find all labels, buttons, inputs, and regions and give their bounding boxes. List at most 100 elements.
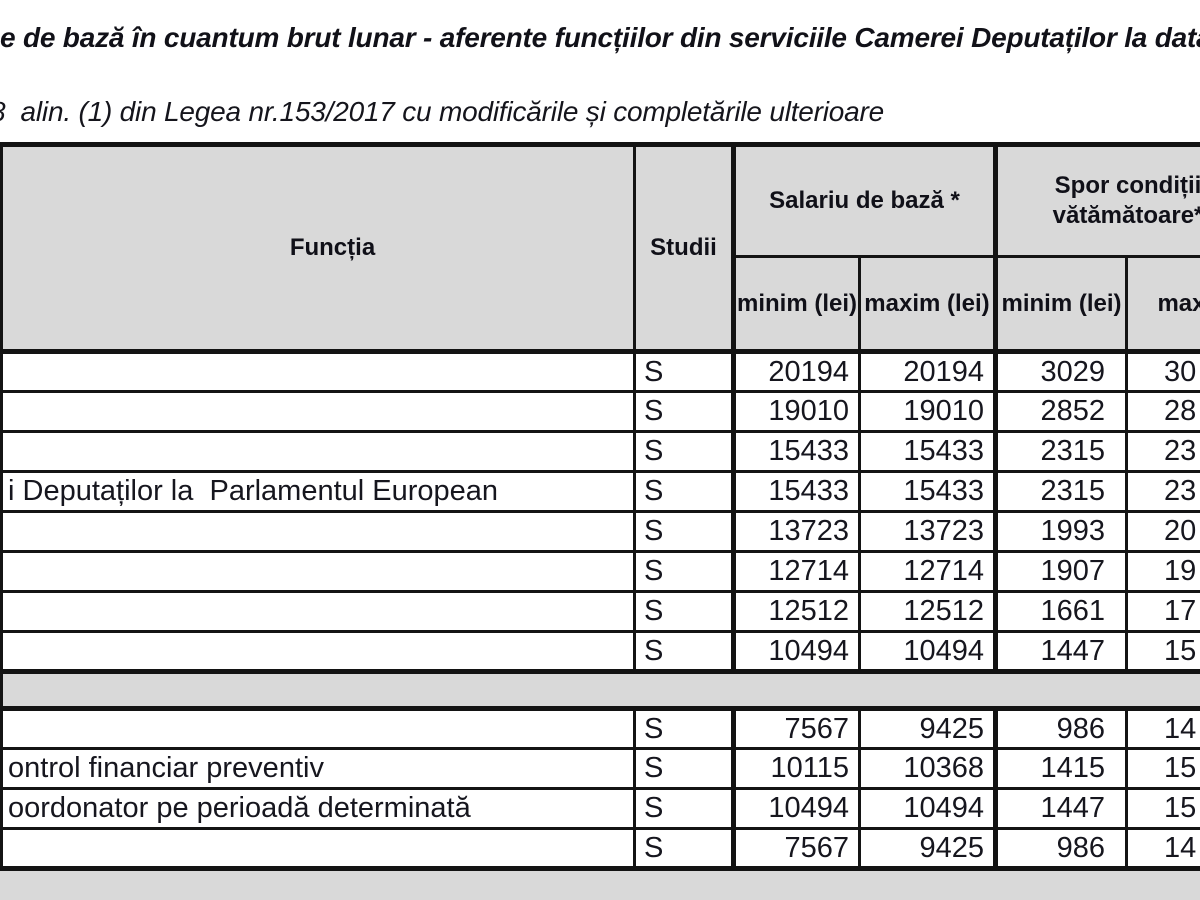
salariu-maxim-cell: 10368 xyxy=(858,747,997,790)
spor-minim-cell: 1993 xyxy=(993,510,1128,553)
spor-maxim-cell: 14 xyxy=(1125,827,1200,870)
spor-maxim-cell: 15 xyxy=(1125,630,1200,673)
salariu-minim-cell: 10494 xyxy=(731,787,861,830)
salariu-minim-cell: 12512 xyxy=(731,590,861,633)
studii-cell: S xyxy=(633,590,735,633)
header-row-subcolumns: minim (lei) maxim (lei) minim (lei) maxi… xyxy=(2,255,1200,354)
cut-off-separator-band xyxy=(0,866,1200,900)
column-header-studii: Studii xyxy=(633,143,735,354)
table-row: S 12512 12512 1661 17 xyxy=(0,590,1200,633)
functie-cell xyxy=(0,350,636,393)
table-row: S 19010 19010 2852 28 xyxy=(0,390,1200,433)
spor-minim-cell: 1447 xyxy=(993,630,1128,673)
functie-cell: ontrol financiar preventiv xyxy=(0,747,636,790)
spor-minim-cell: 2315 xyxy=(993,470,1128,513)
salariu-maxim-cell: 12714 xyxy=(858,550,997,593)
studii-cell: S xyxy=(633,787,735,830)
spor-maxim-cell: 28 xyxy=(1125,390,1200,433)
functie-cell: i Deputaților la Parlamentul European xyxy=(0,470,636,513)
salariu-maxim-cell: 13723 xyxy=(858,510,997,553)
spor-minim-cell: 2852 xyxy=(993,390,1128,433)
spor-minim-cell: 3029 xyxy=(993,350,1128,393)
table-row: S 13723 13723 1993 20 xyxy=(0,510,1200,553)
spor-maxim-cell: 17 xyxy=(1125,590,1200,633)
separator-row xyxy=(0,669,1200,711)
studii-cell: S xyxy=(633,550,735,593)
spor-minim-cell: 986 xyxy=(993,827,1128,870)
salariu-minim-cell: 20194 xyxy=(731,350,861,393)
spor-maxim-cell: 23 xyxy=(1125,470,1200,513)
spor-maxim-cell: 15 xyxy=(1125,787,1200,830)
spor-maxim-cell: 23 xyxy=(1125,430,1200,473)
salariu-minim-cell: 12714 xyxy=(731,550,861,593)
salary-table-container: Funcția Studii Salariu de bază * Spor co… xyxy=(0,142,1200,882)
salariu-maxim-cell: 9425 xyxy=(858,827,997,870)
salary-table: Funcția Studii Salariu de bază * Spor co… xyxy=(0,142,1200,871)
salariu-minim-cell: 10115 xyxy=(731,747,861,790)
spor-minim-cell: 1415 xyxy=(993,747,1128,790)
column-header-functia: Funcția xyxy=(0,143,636,354)
spor-minim-cell: 1907 xyxy=(993,550,1128,593)
studii-cell: S xyxy=(633,510,735,553)
spor-maxim-cell: 14 xyxy=(1125,707,1200,750)
group-header-spor-conditii: Spor condiții vătămătoare* xyxy=(993,143,1200,258)
spor-maxim-cell: 15 xyxy=(1125,747,1200,790)
separator-cell xyxy=(0,669,1200,711)
salariu-minim-cell: 15433 xyxy=(731,470,861,513)
salariu-maxim-cell: 10494 xyxy=(858,787,997,830)
subheader-spor-maxim: maxim xyxy=(1125,255,1200,354)
studii-cell: S xyxy=(633,350,735,393)
functie-cell: oordonator pe perioadă determinată xyxy=(0,787,636,830)
salariu-minim-cell: 10494 xyxy=(731,630,861,673)
studii-cell: S xyxy=(633,390,735,433)
studii-cell: S xyxy=(633,470,735,513)
spor-header-line1: Spor condiții xyxy=(1054,172,1200,199)
spor-maxim-cell: 19 xyxy=(1125,550,1200,593)
salariu-minim-cell: 7567 xyxy=(731,707,861,750)
table-row: S 7567 9425 986 14 xyxy=(0,827,1200,870)
spor-maxim-cell: 30 xyxy=(1125,350,1200,393)
studii-cell: S xyxy=(633,430,735,473)
spor-minim-cell: 986 xyxy=(993,707,1128,750)
salariu-minim-cell: 7567 xyxy=(731,827,861,870)
spor-maxim-cell: 20 xyxy=(1125,510,1200,553)
subheader-salariu-maxim: maxim (lei) xyxy=(858,255,997,354)
table-row: S 20194 20194 3029 30 xyxy=(0,350,1200,393)
table-row: S 10494 10494 1447 15 xyxy=(0,630,1200,673)
functie-cell xyxy=(0,590,636,633)
studii-cell: S xyxy=(633,707,735,750)
group-header-salariu-de-baza: Salariu de bază * xyxy=(731,143,997,258)
functie-cell xyxy=(0,707,636,750)
functie-cell xyxy=(0,630,636,673)
functie-cell xyxy=(0,390,636,433)
salariu-maxim-cell: 20194 xyxy=(858,350,997,393)
table-row: ontrol financiar preventiv S 10115 10368… xyxy=(0,747,1200,790)
subheader-salariu-minim: minim (lei) xyxy=(731,255,861,354)
functie-cell xyxy=(0,430,636,473)
table-row: S 12714 12714 1907 19 xyxy=(0,550,1200,593)
functie-cell xyxy=(0,827,636,870)
table-row: S 15433 15433 2315 23 xyxy=(0,430,1200,473)
salariu-maxim-cell: 9425 xyxy=(858,707,997,750)
studii-cell: S xyxy=(633,827,735,870)
salariu-maxim-cell: 15433 xyxy=(858,430,997,473)
spor-header-line2: vătămătoare* xyxy=(1052,202,1200,229)
header-row-groups: Funcția Studii Salariu de bază * Spor co… xyxy=(0,143,1200,354)
table-row: oordonator pe perioadă determinată S 104… xyxy=(0,787,1200,830)
spor-minim-cell: 1447 xyxy=(993,787,1128,830)
table-row: i Deputaților la Parlamentul European S … xyxy=(0,470,1200,513)
document-title: e de bază în cuantum brut lunar - aferen… xyxy=(0,22,1200,53)
document-subtitle: 8 alin. (1) din Legea nr.153/2017 cu mod… xyxy=(0,96,885,127)
salariu-maxim-cell: 12512 xyxy=(858,590,997,633)
salariu-maxim-cell: 19010 xyxy=(858,390,997,433)
spor-minim-cell: 1661 xyxy=(993,590,1128,633)
functie-cell xyxy=(0,510,636,553)
salariu-maxim-cell: 10494 xyxy=(858,630,997,673)
salariu-minim-cell: 13723 xyxy=(731,510,861,553)
studii-cell: S xyxy=(633,630,735,673)
table-row: S 7567 9425 986 14 xyxy=(0,707,1200,750)
functie-cell xyxy=(0,550,636,593)
salariu-maxim-cell: 15433 xyxy=(858,470,997,513)
studii-cell: S xyxy=(633,747,735,790)
